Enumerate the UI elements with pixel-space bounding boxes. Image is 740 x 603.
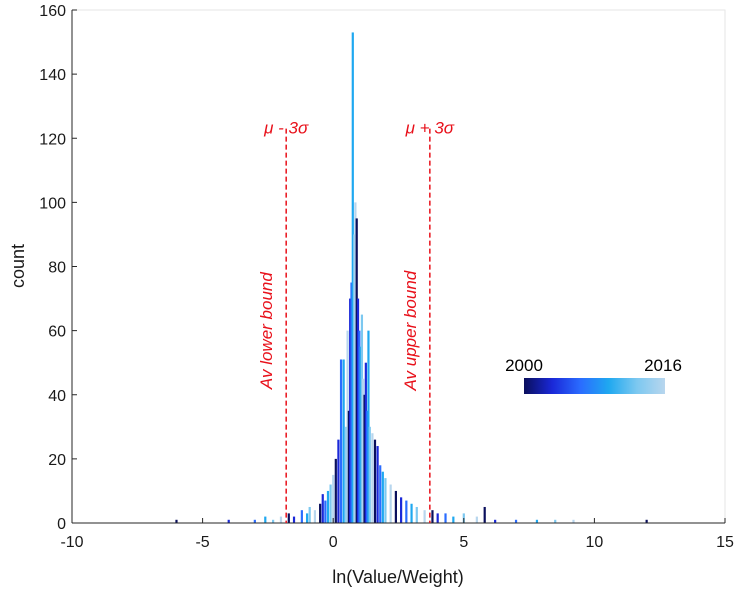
histogram-bar [345,426,348,523]
colorbar-max-label: 2016 [644,356,682,375]
histogram-bar [394,490,397,523]
histogram-bar [405,500,408,523]
bound-side-label: Av lower bound [257,272,276,390]
histogram-bar [264,516,267,523]
colorbar-gradient [524,378,665,394]
sigma-bound-label: μ + 3σ [405,118,455,137]
histogram-bar [494,519,497,523]
histogram-bar [279,516,283,523]
sigma-bound-label: μ - 3σ [263,118,309,137]
x-ticks: -10 -5 0 5 10 15 [60,518,734,551]
histogram-bar [355,218,358,523]
histogram-bar [373,439,377,523]
histogram-bar [227,519,230,523]
histogram-bar [376,446,379,523]
histogram-bar [400,497,403,523]
bound-side-label: Av upper bound [401,270,420,391]
histogram-bar [342,359,345,523]
y-tick-label: 60 [48,324,66,341]
histogram-bar [367,330,370,524]
histogram-bar [253,519,256,523]
histogram-bar [319,503,322,523]
histogram-bar [381,471,384,523]
histogram-bar [364,362,367,523]
y-ticks: 0 20 40 60 80 100 120 140 160 [39,3,77,533]
histogram-bar [359,346,362,523]
histogram-bar [326,490,330,523]
histogram-bar [353,234,356,523]
y-tick-label: 160 [39,3,66,20]
histogram-bar [452,516,455,523]
histogram-bar [329,484,332,523]
histogram-bar [356,298,360,523]
x-tick-label: -5 [195,534,209,551]
histogram-bar [410,503,413,523]
histogram-bar [292,516,296,523]
histogram-bar [360,314,364,523]
histogram-bar [300,510,303,523]
y-tick-label: 40 [48,388,66,405]
histogram-bar [423,510,426,523]
histogram-bar [389,484,392,523]
histogram-bar [431,510,434,523]
x-tick-label: -10 [60,534,83,551]
histogram-bar [368,426,371,523]
histogram-bar [363,394,366,523]
histogram-bar [354,202,357,524]
histogram-bar [444,513,447,523]
histogram-bar [321,494,324,523]
histogram-bar [572,519,575,523]
histogram-bar [371,433,374,523]
histogram-bar [436,513,439,523]
histogram-bars [175,32,648,524]
histogram-bar [358,330,361,524]
histogram-bar [308,506,311,523]
histogram-bar [362,378,365,523]
histogram-bar [351,32,354,523]
histogram-bar [313,510,317,523]
histogram-bar [287,513,290,523]
histogram-bar [350,282,353,523]
reference-lines: μ - 3σ Av lower bound μ + 3σ Av upper bound [257,118,455,523]
y-tick-label: 100 [39,195,66,212]
histogram-bar [483,506,486,523]
histogram-bar [645,519,648,523]
x-tick-label: 15 [716,534,734,551]
x-tick-label: 10 [586,534,604,551]
x-tick-label: 0 [329,534,338,551]
colorbar-min-label: 2000 [505,356,543,375]
histogram-bar [175,519,178,523]
histogram-bar [332,474,335,523]
x-tick-label: 5 [459,534,468,551]
histogram-bar [366,410,369,523]
histogram-bar [554,519,557,523]
histogram-bar [415,506,418,523]
histogram-bar [475,516,478,523]
histogram-bar [384,478,387,523]
x-axis-label: ln(Value/Weight) [332,567,463,587]
histogram-bar [349,298,352,523]
histogram-bar [337,439,340,523]
y-tick-label: 80 [48,260,66,277]
histogram-bar [334,458,337,524]
histogram-bar [305,513,309,523]
colorbar: 2000 2016 [505,356,682,394]
plot-area [71,9,726,524]
histogram-bar [535,519,539,523]
histogram-bar [379,465,382,523]
histogram-bar [346,330,349,524]
histogram-bar [339,359,343,523]
y-tick-label: 20 [48,452,66,469]
histogram-bar [514,519,518,523]
histogram-bar [347,410,350,523]
histogram-bar [324,500,327,523]
y-tick-label: 0 [57,516,66,533]
y-tick-label: 120 [39,131,66,148]
y-axis-label: count [8,244,28,288]
y-tick-label: 140 [39,67,66,84]
histogram-bar [272,519,275,523]
